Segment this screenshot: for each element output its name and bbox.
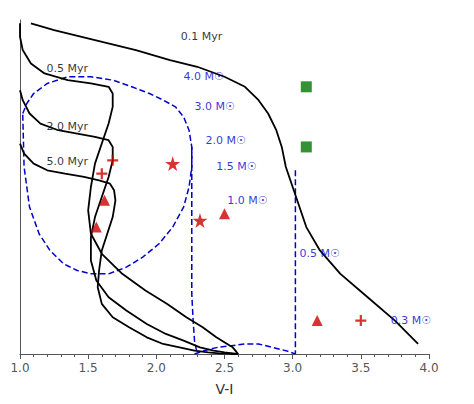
svg-text:4.0 M☉: 4.0 M☉	[184, 70, 224, 83]
svg-text:3.0 M☉: 3.0 M☉	[195, 100, 235, 113]
svg-text:1.0: 1.0	[10, 361, 29, 375]
svg-text:V-I: V-I	[216, 381, 234, 397]
svg-text:0.5 M☉: 0.5 M☉	[299, 247, 339, 260]
svg-text:1.5 M☉: 1.5 M☉	[216, 160, 256, 173]
svg-text:3.5: 3.5	[351, 361, 370, 375]
svg-text:2.0 M☉: 2.0 M☉	[205, 134, 245, 147]
svg-text:2.5: 2.5	[215, 361, 234, 375]
svg-text:5.0 Myr: 5.0 Myr	[47, 155, 89, 168]
svg-text:0.5 Myr: 0.5 Myr	[47, 62, 89, 75]
svg-text:4.0: 4.0	[419, 361, 438, 375]
svg-text:1.5: 1.5	[79, 361, 98, 375]
svg-text:2.0: 2.0	[147, 361, 166, 375]
svg-text:0.3 M☉: 0.3 M☉	[391, 314, 431, 327]
svg-text:3.0: 3.0	[283, 361, 302, 375]
svg-text:1.0 M☉: 1.0 M☉	[227, 194, 267, 207]
svg-text:2.0 Myr: 2.0 Myr	[47, 120, 89, 133]
svg-text:0.1 Myr: 0.1 Myr	[181, 30, 223, 43]
